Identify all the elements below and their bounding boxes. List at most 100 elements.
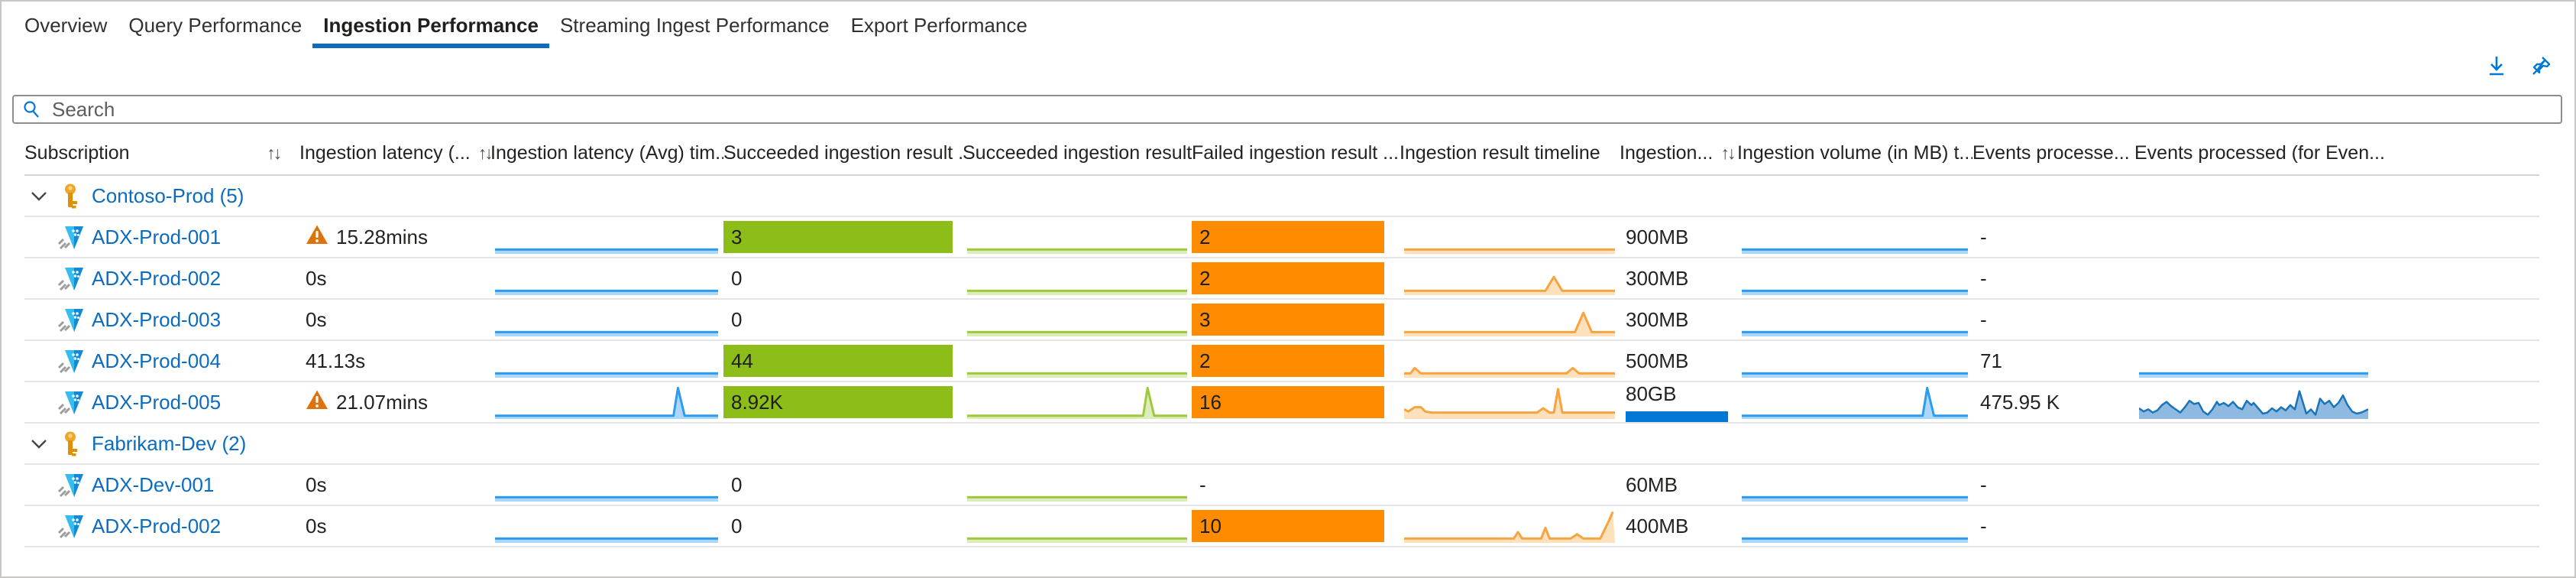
column-header-ingestion-latency-avg-tim[interactable]: Ingestion latency (Avg) tim...	[490, 142, 723, 164]
cluster-link[interactable]: ADX-Prod-004	[92, 349, 222, 372]
latency-timeline-cell	[490, 382, 723, 422]
volume-value: 400MB	[1626, 514, 1689, 537]
latency-cell: 41.13s	[299, 341, 490, 381]
column-label: Events processed (for Even...	[2134, 141, 2385, 164]
toolbar-actions	[2484, 54, 2553, 78]
column-header-succeeded-ingestion-result[interactable]: Succeeded ingestion result...	[963, 142, 1192, 164]
events-cell: -	[1972, 217, 2134, 257]
succeeded-timeline-cell	[963, 341, 1192, 381]
download-icon[interactable]	[2484, 54, 2509, 78]
cluster-link[interactable]: ADX-Prod-002	[92, 514, 222, 537]
ingestion-result-timeline-cell	[1400, 217, 1620, 257]
latency-timeline-sparkline	[495, 222, 718, 254]
latency-cell: 0s	[299, 506, 490, 546]
succeeded-value: 0	[731, 307, 743, 331]
cluster-link[interactable]: ADX-Dev-001	[92, 472, 215, 496]
column-header-succeeded-ingestion-result[interactable]: Succeeded ingestion result ...↑↓	[723, 142, 963, 164]
sort-icon[interactable]: ↑↓	[267, 142, 282, 163]
latency-value: 0s	[306, 266, 327, 290]
column-header-ingestion-latency[interactable]: Ingestion latency (... ↑↓	[299, 142, 490, 164]
events-cell: 71	[1972, 341, 2134, 381]
cluster-link[interactable]: ADX-Prod-005	[92, 390, 222, 414]
chevron-down-icon[interactable]	[29, 434, 49, 453]
volume-value: 300MB	[1626, 307, 1689, 331]
cluster-link[interactable]: ADX-Prod-001	[92, 225, 222, 248]
failed-bar: 3	[1192, 304, 1384, 336]
succeeded-cell: 0	[723, 300, 963, 339]
adx-cluster-icon	[58, 268, 83, 291]
column-label: Ingestion result timeline	[1400, 141, 1600, 164]
events-timeline-cell	[2134, 465, 2539, 505]
latency-timeline-cell	[490, 341, 723, 381]
column-header-ingestion-volume-in-mb-t[interactable]: Ingestion volume (in MB) t...	[1737, 142, 1972, 164]
column-label: Succeeded ingestion result...	[963, 141, 1192, 164]
column-header-ingestion-result-timeline[interactable]: Ingestion result timeline	[1400, 142, 1620, 164]
group-label: Contoso-Prod (5)	[92, 183, 244, 207]
latency-timeline-cell	[490, 506, 723, 546]
column-header-events-processe[interactable]: Events processe...↑↓	[1972, 142, 2134, 164]
sort-icon[interactable]: ↑↓	[477, 142, 490, 163]
latency-timeline-cell	[490, 465, 723, 505]
volume-cell: 400MB	[1620, 506, 1737, 546]
events-value: -	[1980, 225, 1987, 248]
succeeded-timeline-cell	[963, 300, 1192, 339]
succeeded-cell: 0	[723, 465, 963, 505]
latency-cell: 0s	[299, 300, 490, 339]
succeeded-bar: 3	[723, 221, 953, 253]
volume-cell: 80GB	[1620, 382, 1737, 422]
key-icon	[65, 431, 77, 456]
events-cell: -	[1972, 506, 2134, 546]
cluster-link[interactable]: ADX-Prod-003	[92, 307, 222, 331]
group-row-fabrikam-dev-2[interactable]: Fabrikam-Dev (2)	[24, 424, 2539, 465]
events-timeline-sparkline	[2139, 387, 2368, 419]
volume-value: 300MB	[1626, 266, 1689, 290]
failed-cell: 2	[1192, 217, 1400, 257]
latency-timeline-sparkline	[495, 387, 718, 419]
failed-bar: 2	[1192, 345, 1384, 377]
tab-query-performance[interactable]: Query Performance	[128, 14, 303, 37]
ingestion-result-timeline-cell	[1400, 465, 1620, 505]
latency-value: 41.13s	[306, 349, 366, 372]
events-value: -	[1980, 472, 1987, 496]
performance-table: Subscription ↑↓ Ingestion latency (... ↑↓ In…	[24, 132, 2539, 547]
latency-cell: 21.07mins	[299, 382, 490, 422]
latency-value: 0s	[306, 472, 327, 496]
events-value: 475.95 K	[1980, 390, 2060, 414]
column-header-ingestion[interactable]: Ingestion... ↑↓	[1620, 142, 1737, 164]
tab-overview[interactable]: Overview	[24, 14, 108, 37]
volume-timeline-sparkline	[1742, 387, 1968, 419]
succeeded-timeline-sparkline	[967, 387, 1187, 419]
latency-timeline-cell	[490, 300, 723, 339]
succeeded-cell: 0	[723, 506, 963, 546]
succeeded-timeline-cell	[963, 382, 1192, 422]
cluster-cell: ADX-Prod-001	[24, 217, 299, 257]
volume-timeline-cell	[1737, 258, 1972, 298]
tab-streaming-ingest-performance[interactable]: Streaming Ingest Performance	[559, 14, 830, 37]
succeeded-timeline-sparkline	[967, 469, 1187, 502]
volume-value: 900MB	[1626, 225, 1689, 248]
events-cell: -	[1972, 300, 2134, 339]
cluster-cell: ADX-Prod-003	[24, 300, 299, 339]
cluster-link[interactable]: ADX-Prod-002	[92, 266, 222, 290]
search-icon	[24, 101, 39, 118]
search-input[interactable]	[50, 96, 2553, 122]
adx-cluster-icon	[58, 474, 83, 498]
chevron-down-icon[interactable]	[29, 186, 49, 206]
column-header-subscription[interactable]: Subscription ↑↓	[24, 142, 299, 164]
volume-timeline-sparkline	[1742, 511, 1968, 543]
column-label: Ingestion latency (...	[299, 141, 471, 164]
succeeded-cell: 44	[723, 341, 963, 381]
search-box	[12, 95, 2562, 124]
volume-timeline-sparkline	[1742, 469, 1968, 502]
column-header-failed-ingestion-result[interactable]: Failed ingestion result ...↑↓	[1192, 142, 1400, 164]
pin-icon[interactable]	[2529, 54, 2553, 78]
volume-value: 60MB	[1626, 472, 1678, 496]
warning-icon-wrap	[306, 224, 328, 251]
sort-icon[interactable]: ↑↓	[1720, 142, 1736, 163]
tab-export-performance[interactable]: Export Performance	[850, 14, 1027, 37]
column-header-events-processed-for-even[interactable]: Events processed (for Even...	[2134, 142, 2539, 164]
cluster-cell: ADX-Prod-002	[24, 506, 299, 546]
group-row-contoso-prod-5[interactable]: Contoso-Prod (5)	[24, 176, 2539, 217]
tab-ingestion-performance[interactable]: Ingestion Performance	[312, 9, 549, 48]
volume-timeline-sparkline	[1742, 222, 1968, 254]
